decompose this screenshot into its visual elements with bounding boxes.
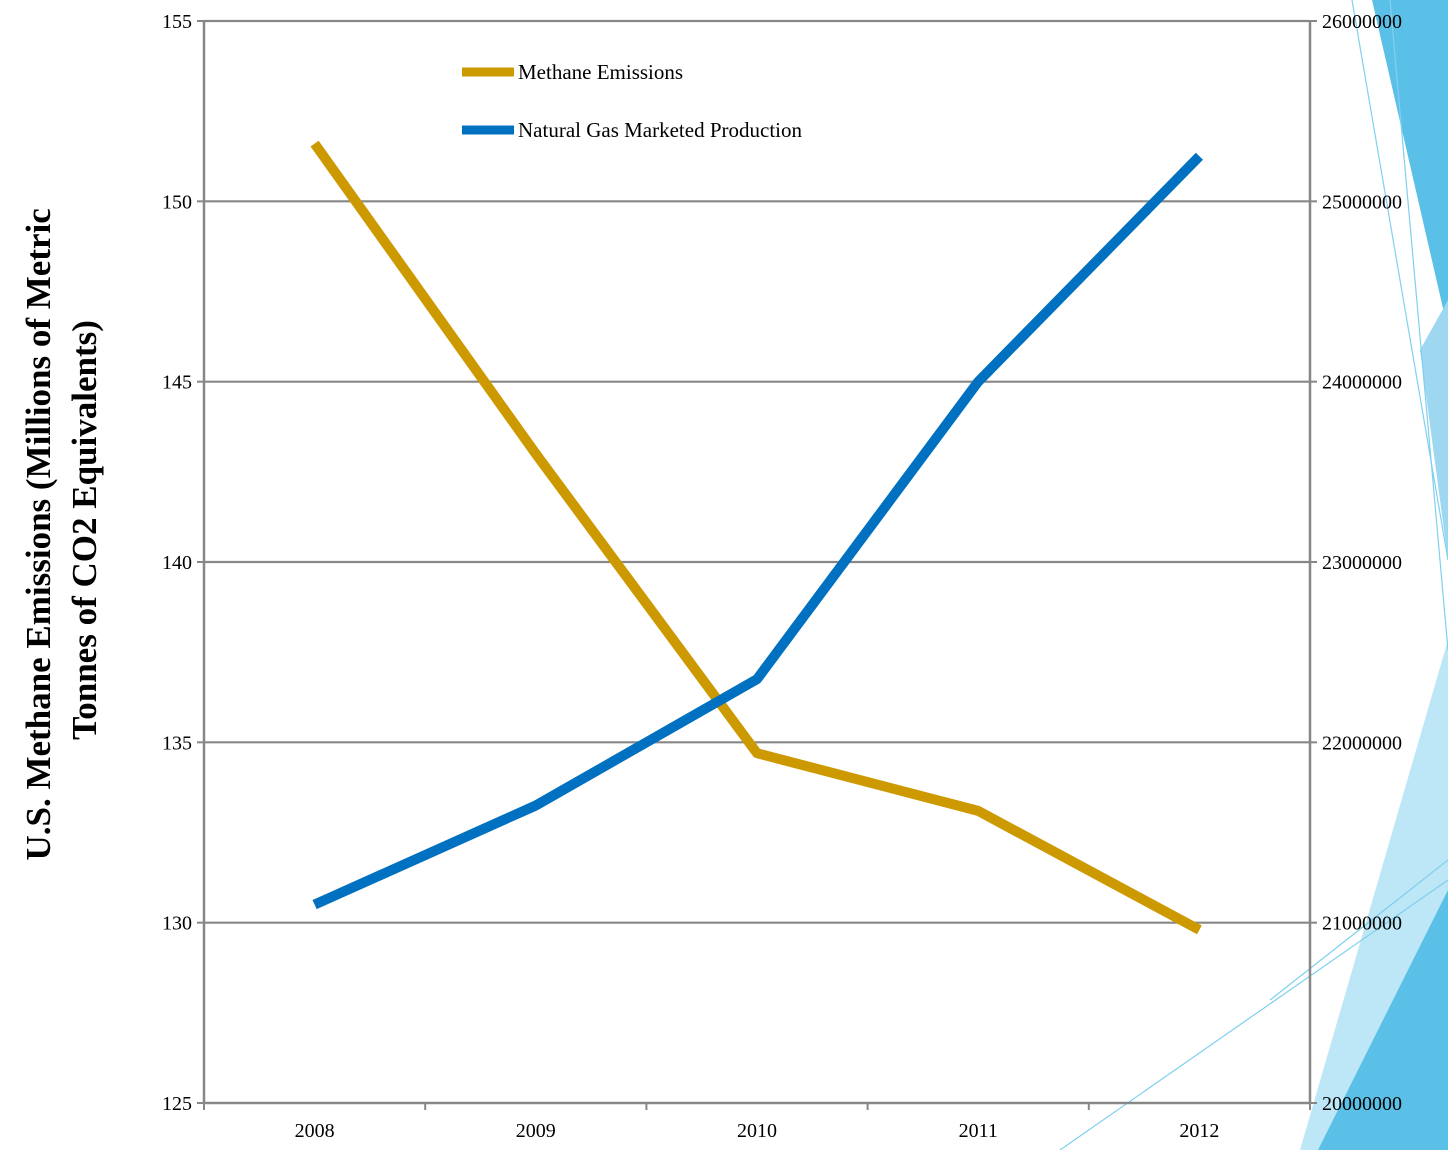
y-right-tick-label: 21000000 — [1322, 913, 1402, 935]
y-axis-label: U.S. Methane Emissions (Millions of Metr… — [19, 199, 104, 860]
y-left-tick-label: 135 — [162, 732, 192, 754]
decor-shape-mid — [1420, 300, 1448, 560]
legend: Methane Emissions Natural Gas Marketed Pr… — [462, 60, 803, 142]
decor-line-3 — [1059, 879, 1448, 1150]
x-tick-label: 2008 — [295, 1120, 335, 1142]
y-right-tick-label: 23000000 — [1322, 552, 1402, 574]
y-left-tick-label: 145 — [162, 372, 192, 394]
decor-shape-top — [1372, 0, 1448, 330]
y-axis-label-line-2: Tonnes of CO2 Equivalents) — [65, 320, 104, 740]
y-left-tick-label: 130 — [162, 913, 192, 935]
y-left-tick-label: 150 — [162, 191, 192, 213]
y-axis-label-line-1: U.S. Methane Emissions (Millions of Metr… — [19, 208, 58, 860]
y-left-tick-label: 140 — [162, 552, 192, 574]
y-left-tick-label: 125 — [162, 1093, 192, 1115]
decor-shape-bottom-dark — [1318, 890, 1448, 1150]
y-right-tick-label: 22000000 — [1322, 732, 1402, 754]
decor-line-4 — [1269, 859, 1448, 1001]
legend-label: Methane Emissions — [518, 60, 683, 84]
x-tick-label: 2012 — [1179, 1120, 1219, 1142]
y-axis-left-ticks: 125 130 135 140 145 150 155 — [162, 11, 204, 1115]
x-tick-label: 2009 — [516, 1120, 556, 1142]
decor-line-2 — [1389, 0, 1448, 651]
x-tick-label: 2010 — [737, 1120, 777, 1142]
y-axis-right-ticks: 20000000 21000000 22000000 23000000 24000000… — [1310, 11, 1402, 1115]
x-tick-label: 2011 — [959, 1120, 998, 1142]
slide-decoration — [1059, 0, 1448, 1150]
x-axis-ticks: 2008 2009 2010 2011 2012 — [203, 1103, 1311, 1142]
y-left-tick-label: 155 — [162, 11, 192, 33]
series-line-methane — [310, 140, 1202, 935]
y-right-tick-label: 26000000 — [1322, 11, 1402, 33]
series — [310, 140, 1203, 935]
series-line-natural-gas — [312, 152, 1203, 910]
legend-label: Natural Gas Marketed Production — [518, 118, 803, 142]
y-right-tick-label: 20000000 — [1322, 1093, 1402, 1115]
gridlines — [204, 19, 1310, 924]
y-right-tick-label: 25000000 — [1322, 191, 1402, 213]
y-right-tick-label: 24000000 — [1322, 372, 1402, 394]
